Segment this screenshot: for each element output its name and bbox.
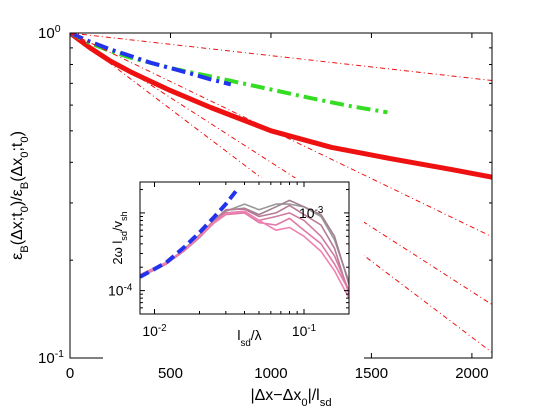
main-series-line-3 — [70, 33, 232, 87]
inset-x-axis-label: lsd/λ — [237, 327, 261, 349]
inset-x-tick-label: 10-1 — [292, 323, 316, 340]
main-x-axis-label: |Δx−Δx0|/lsd — [250, 387, 331, 409]
inset-y-axis-label: 2ω lsd/vsh — [110, 211, 129, 264]
main-x-tick-label: 0 — [66, 365, 74, 382]
main-series-line-4 — [70, 33, 492, 81]
inset-y-tick-label: 10-3 — [299, 204, 324, 221]
inset-series-line-6 — [140, 210, 349, 299]
main-x-tick-label: 2000 — [455, 365, 488, 382]
inset-x-tick-label: 10-2 — [142, 323, 166, 340]
main-y-tick-label: 10-1 — [38, 348, 64, 367]
main-x-tick-label: 1000 — [254, 365, 287, 382]
inset-axes: 10-2 10-1 10-4 10-3 lsd/λ 2ω lsd/vsh — [103, 178, 364, 362]
main-x-tick-label: 500 — [158, 365, 183, 382]
inset-series-group — [140, 190, 349, 299]
main-series-line-2 — [70, 33, 388, 115]
main-y-axis-label: εB(Δx;t0)/εB(Δx0;t0) — [9, 131, 31, 260]
inset-y-tick-label: 10-4 — [108, 282, 133, 299]
main-x-tick-label: 1500 — [355, 365, 388, 382]
main-y-tick-label: 100 — [38, 23, 61, 42]
main-axes: 0 500 1000 1500 2000 10-1 100 |Δx−Δx0|/lsd εB(Δx… — [9, 23, 493, 409]
main-series-line-1 — [70, 33, 492, 180]
inset-series-line-7 — [140, 190, 238, 279]
